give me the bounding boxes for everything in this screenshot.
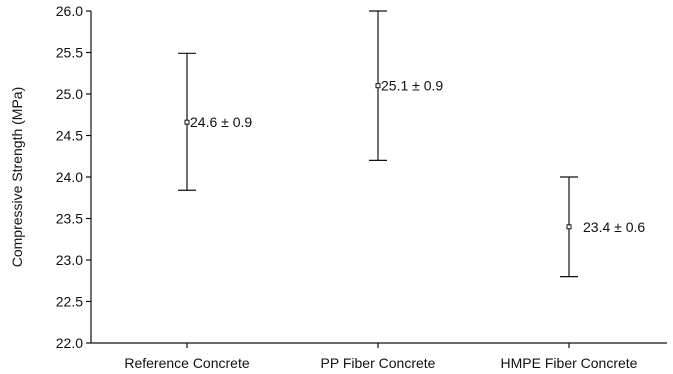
y-tick-label: 25.0	[56, 86, 83, 102]
y-tick-label: 23.0	[56, 252, 83, 268]
x-tick-label: PP Fiber Concrete	[321, 355, 436, 371]
y-tick-label: 22.0	[56, 335, 83, 351]
data-point-marker	[566, 224, 572, 230]
x-ticks-group: Reference Concrete PP Fiber Concrete HMPE …	[124, 343, 638, 371]
y-tick-label: 25.5	[56, 45, 83, 61]
y-tick-label: 24.5	[56, 128, 83, 144]
data-point-marker	[184, 119, 190, 125]
y-tick-label: 24.0	[56, 169, 83, 185]
data-labels-group: 24.6 ± 0.9 25.1 ± 0.9 23.4 ± 0.6	[190, 78, 645, 235]
y-tick-label: 22.5	[56, 294, 83, 310]
y-axis-title: Compressive Strength (MPa)	[9, 87, 25, 268]
y-ticks-group: 22.0 22.5 23.0 23.5 24.0 24.5 25.0 25.5 26.0	[56, 3, 91, 351]
data-label: 25.1 ± 0.9	[381, 78, 443, 94]
data-points-group	[184, 83, 572, 230]
data-label: 24.6 ± 0.9	[190, 114, 252, 130]
data-point-marker	[375, 83, 381, 89]
y-tick-label: 23.5	[56, 211, 83, 227]
data-label: 23.4 ± 0.6	[583, 219, 645, 235]
x-tick-label: HMPE Fiber Concrete	[501, 355, 638, 371]
axes-group	[90, 11, 667, 344]
error-bars-group	[178, 10, 578, 278]
y-tick-label: 26.0	[56, 3, 83, 19]
x-tick-label: Reference Concrete	[124, 355, 250, 371]
